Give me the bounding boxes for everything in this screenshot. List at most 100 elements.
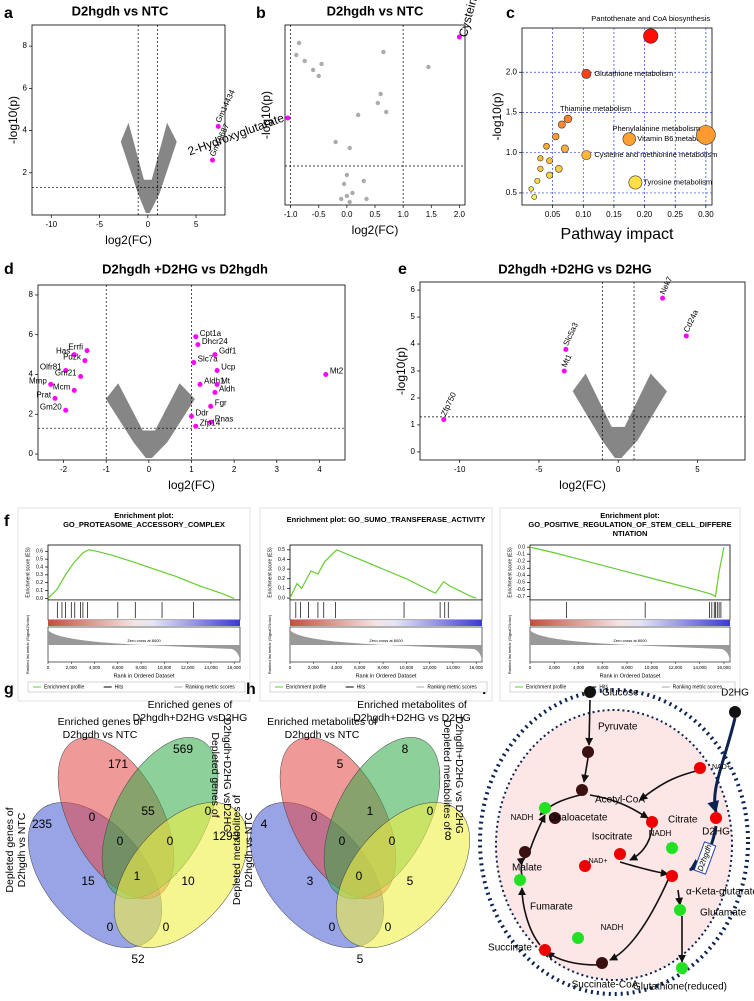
x-tick-label: -5 [535, 465, 543, 474]
point-label: Fgr [215, 398, 227, 407]
chart-title: Enrichment plot: [114, 511, 174, 520]
arrow [529, 814, 546, 851]
bubble [546, 157, 554, 165]
plot-frame [47, 544, 241, 601]
legend-label: Ranking metric scores [427, 684, 477, 690]
bubble [554, 164, 563, 173]
venn-label: Depleted metabolites of [231, 795, 243, 905]
y-tick-label: 8 [23, 41, 28, 50]
y-tick-label: 0.0 [36, 596, 43, 602]
bubble [557, 120, 566, 129]
legend-label: Hits [115, 684, 124, 690]
x-tick-label: 0.30 [698, 210, 714, 219]
bubble [546, 171, 554, 179]
venn-count: 0 [329, 920, 336, 934]
x-tick-label: 0 [147, 465, 152, 474]
highlight-point [209, 157, 215, 163]
venn-label: D2hgdh vs NTC [285, 729, 360, 741]
bubble [537, 155, 544, 162]
x-tick-label: 4,000 [573, 665, 585, 670]
node-label: Oxaloacetate [549, 813, 608, 824]
highlight-point [193, 423, 199, 429]
node-label: Isocitrate [592, 832, 633, 843]
x-tick-label: 8,000 [621, 665, 633, 670]
x-tick-label: 16,000 [717, 665, 731, 670]
metabolite-node [646, 816, 658, 828]
metabolite-node [694, 762, 706, 774]
x-tick-label: 2.0 [454, 210, 466, 219]
legend-label: Ranking metric scores [673, 684, 723, 690]
node-label: α-Keta-glutarate [686, 887, 754, 898]
x-tick-label: 10,000 [399, 665, 413, 670]
venn-count: 5 [357, 952, 364, 966]
venn-count: 55 [141, 804, 155, 818]
legend-label: Hits [357, 684, 366, 690]
metabolite-node [614, 848, 626, 860]
point-label: Aldh1 [204, 377, 225, 386]
venn-count: 569 [173, 742, 193, 756]
point [361, 178, 366, 184]
x-tick-label: 1 [189, 465, 194, 474]
enrichment-line [47, 549, 235, 599]
x-tick-label: 0.0 [341, 210, 353, 219]
node-label: Glutathione(reduced) [633, 982, 727, 993]
highlight-point [208, 419, 214, 425]
venn-label: D2hgdh+D2HG vsD2HG [221, 718, 233, 833]
y-axis-label: -log10(p) [394, 347, 408, 395]
venn-set [114, 802, 248, 948]
x-tick-label: 2,000 [549, 665, 561, 670]
legend-label: Ranking metric scores [185, 684, 235, 690]
bubble [543, 142, 550, 150]
highlight-point [456, 34, 462, 40]
x-tick-label: 0 [146, 220, 151, 229]
venn-count: 0 [385, 920, 392, 934]
y-tick-label: -0.5 [516, 580, 525, 586]
y-tick-label: 0.1 [36, 588, 43, 594]
node-label: Citrate [668, 815, 698, 826]
x-tick-label: -5 [96, 220, 104, 229]
x-tick-label: 0 [47, 665, 50, 670]
x-tick-label: 6,000 [597, 665, 609, 670]
point-label: Prat [36, 390, 51, 399]
hits-frame [47, 599, 241, 621]
node-label: NAD+ [589, 858, 608, 865]
legend-label: Enrichment profile [286, 684, 327, 690]
arrow [581, 757, 590, 783]
legend-box [27, 681, 246, 693]
y-tick-label: 0 [411, 447, 416, 456]
y-tick-label: 0 [29, 449, 34, 458]
x-tick-label: -1.0 [284, 210, 298, 219]
node-label: D2HG [702, 827, 730, 838]
metabolite-node [514, 874, 526, 886]
highlight-point [208, 403, 214, 409]
panel-letter: h [246, 681, 256, 698]
y-tick-label: 6 [23, 83, 28, 92]
x-tick-label: 1.0 [398, 210, 410, 219]
highlight-point [71, 387, 77, 393]
x-axis-label: Pathway impact [561, 226, 674, 243]
bubble-label: Tyrosine metabolism [643, 177, 712, 186]
highlight-point [71, 352, 77, 358]
y-tick-label: 2.0 [506, 67, 518, 76]
y-tick-label: 3 [411, 366, 416, 375]
metabolite-node [729, 706, 741, 718]
metric-area [290, 630, 482, 660]
bubble [622, 132, 636, 146]
metabolite-node [666, 842, 678, 854]
point-cloud [105, 383, 195, 458]
point [355, 112, 361, 118]
panel-letter: a [4, 5, 13, 22]
y-axis-label: Enrichment score (ES) [267, 547, 273, 598]
highlight-point [63, 407, 69, 413]
chart-title: NTIATION [613, 529, 648, 538]
x-tick-label: 14,000 [204, 665, 218, 670]
y-tick-label: 1 [411, 420, 416, 429]
y-tick-label: 4 [29, 370, 34, 379]
point-label: Gdf1 [219, 347, 237, 356]
point [341, 181, 347, 187]
point [426, 64, 431, 70]
venn-count: 3 [307, 874, 314, 888]
venn-count: 0 [163, 920, 170, 934]
y-axis-label-2: Ranked list metric (Signal2Noise) [507, 614, 512, 674]
x-tick-label: 4,000 [89, 665, 101, 670]
